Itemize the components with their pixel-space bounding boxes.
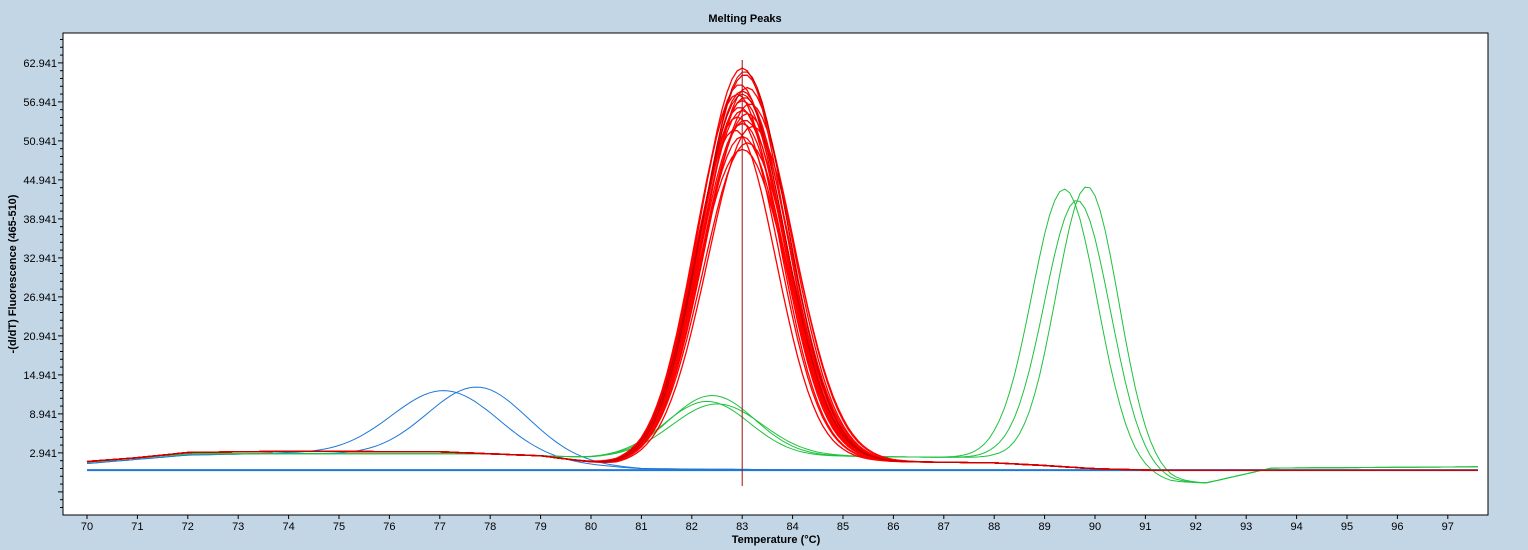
- x-tick-label: 73: [232, 521, 244, 533]
- x-tick-label: 85: [837, 521, 849, 533]
- x-tick-label: 89: [1038, 521, 1050, 533]
- x-tick-label: 90: [1089, 521, 1101, 533]
- x-tick-label: 76: [383, 521, 395, 533]
- x-tick-label: 72: [182, 521, 194, 533]
- x-tick-label: 79: [534, 521, 546, 533]
- y-tick-label: 32.941: [23, 253, 57, 265]
- y-tick-label: 14.941: [23, 370, 57, 382]
- x-tick-label: 74: [282, 521, 294, 533]
- y-tick-label: 38.941: [23, 214, 57, 226]
- x-tick-label: 75: [333, 521, 345, 533]
- y-axis: 2.941 8.941 14.941 20.941 26.941 32.941 38.941…: [23, 38, 63, 508]
- y-tick-label: 8.941: [29, 409, 57, 421]
- x-tick-label: 70: [81, 521, 93, 533]
- x-tick-label: 93: [1240, 521, 1252, 533]
- y-tick-label: 44.941: [23, 175, 57, 187]
- x-tick-label: 96: [1391, 521, 1403, 533]
- y-tick-label: 20.941: [23, 331, 57, 343]
- x-tick-label: 84: [786, 521, 798, 533]
- plot-area[interactable]: [62, 32, 1489, 516]
- x-tick-label: 86: [887, 521, 899, 533]
- x-tick-label: 80: [585, 521, 597, 533]
- y-tick-label: 56.941: [23, 97, 57, 109]
- x-tick-label: 71: [131, 521, 143, 533]
- y-tick-label: 26.941: [23, 292, 57, 304]
- y-tick-label: 62.941: [23, 58, 57, 70]
- x-tick-label: 95: [1341, 521, 1353, 533]
- x-tick-label: 88: [988, 521, 1000, 533]
- x-tick-label: 83: [736, 521, 748, 533]
- x-tick-label: 78: [484, 521, 496, 533]
- chart-title: Melting Peaks: [708, 13, 781, 25]
- series-green-3[interactable]: [86, 186, 1478, 484]
- x-tick-label: 77: [434, 521, 446, 533]
- x-tick-label: 81: [635, 521, 647, 533]
- x-axis-label: Temperature (°C): [732, 534, 821, 546]
- y-tick-label: 2.941: [29, 448, 57, 460]
- series-darkred-2[interactable]: [86, 93, 1478, 471]
- x-tick-label: 91: [1139, 521, 1151, 533]
- series-group: [86, 67, 1478, 484]
- y-tick-label: 50.941: [23, 136, 57, 148]
- x-axis: 70 71 72 73 74 75 76 77 78 79 80 81 82 83 84 85 86 87 88 89…: [81, 515, 1454, 533]
- y-axis-label: -(d/dT) Fluorescence (465-510): [7, 194, 19, 353]
- x-tick-label: 94: [1290, 521, 1302, 533]
- x-tick-label: 97: [1442, 521, 1454, 533]
- x-tick-label: 82: [686, 521, 698, 533]
- x-tick-label: 92: [1190, 521, 1202, 533]
- x-tick-label: 87: [938, 521, 950, 533]
